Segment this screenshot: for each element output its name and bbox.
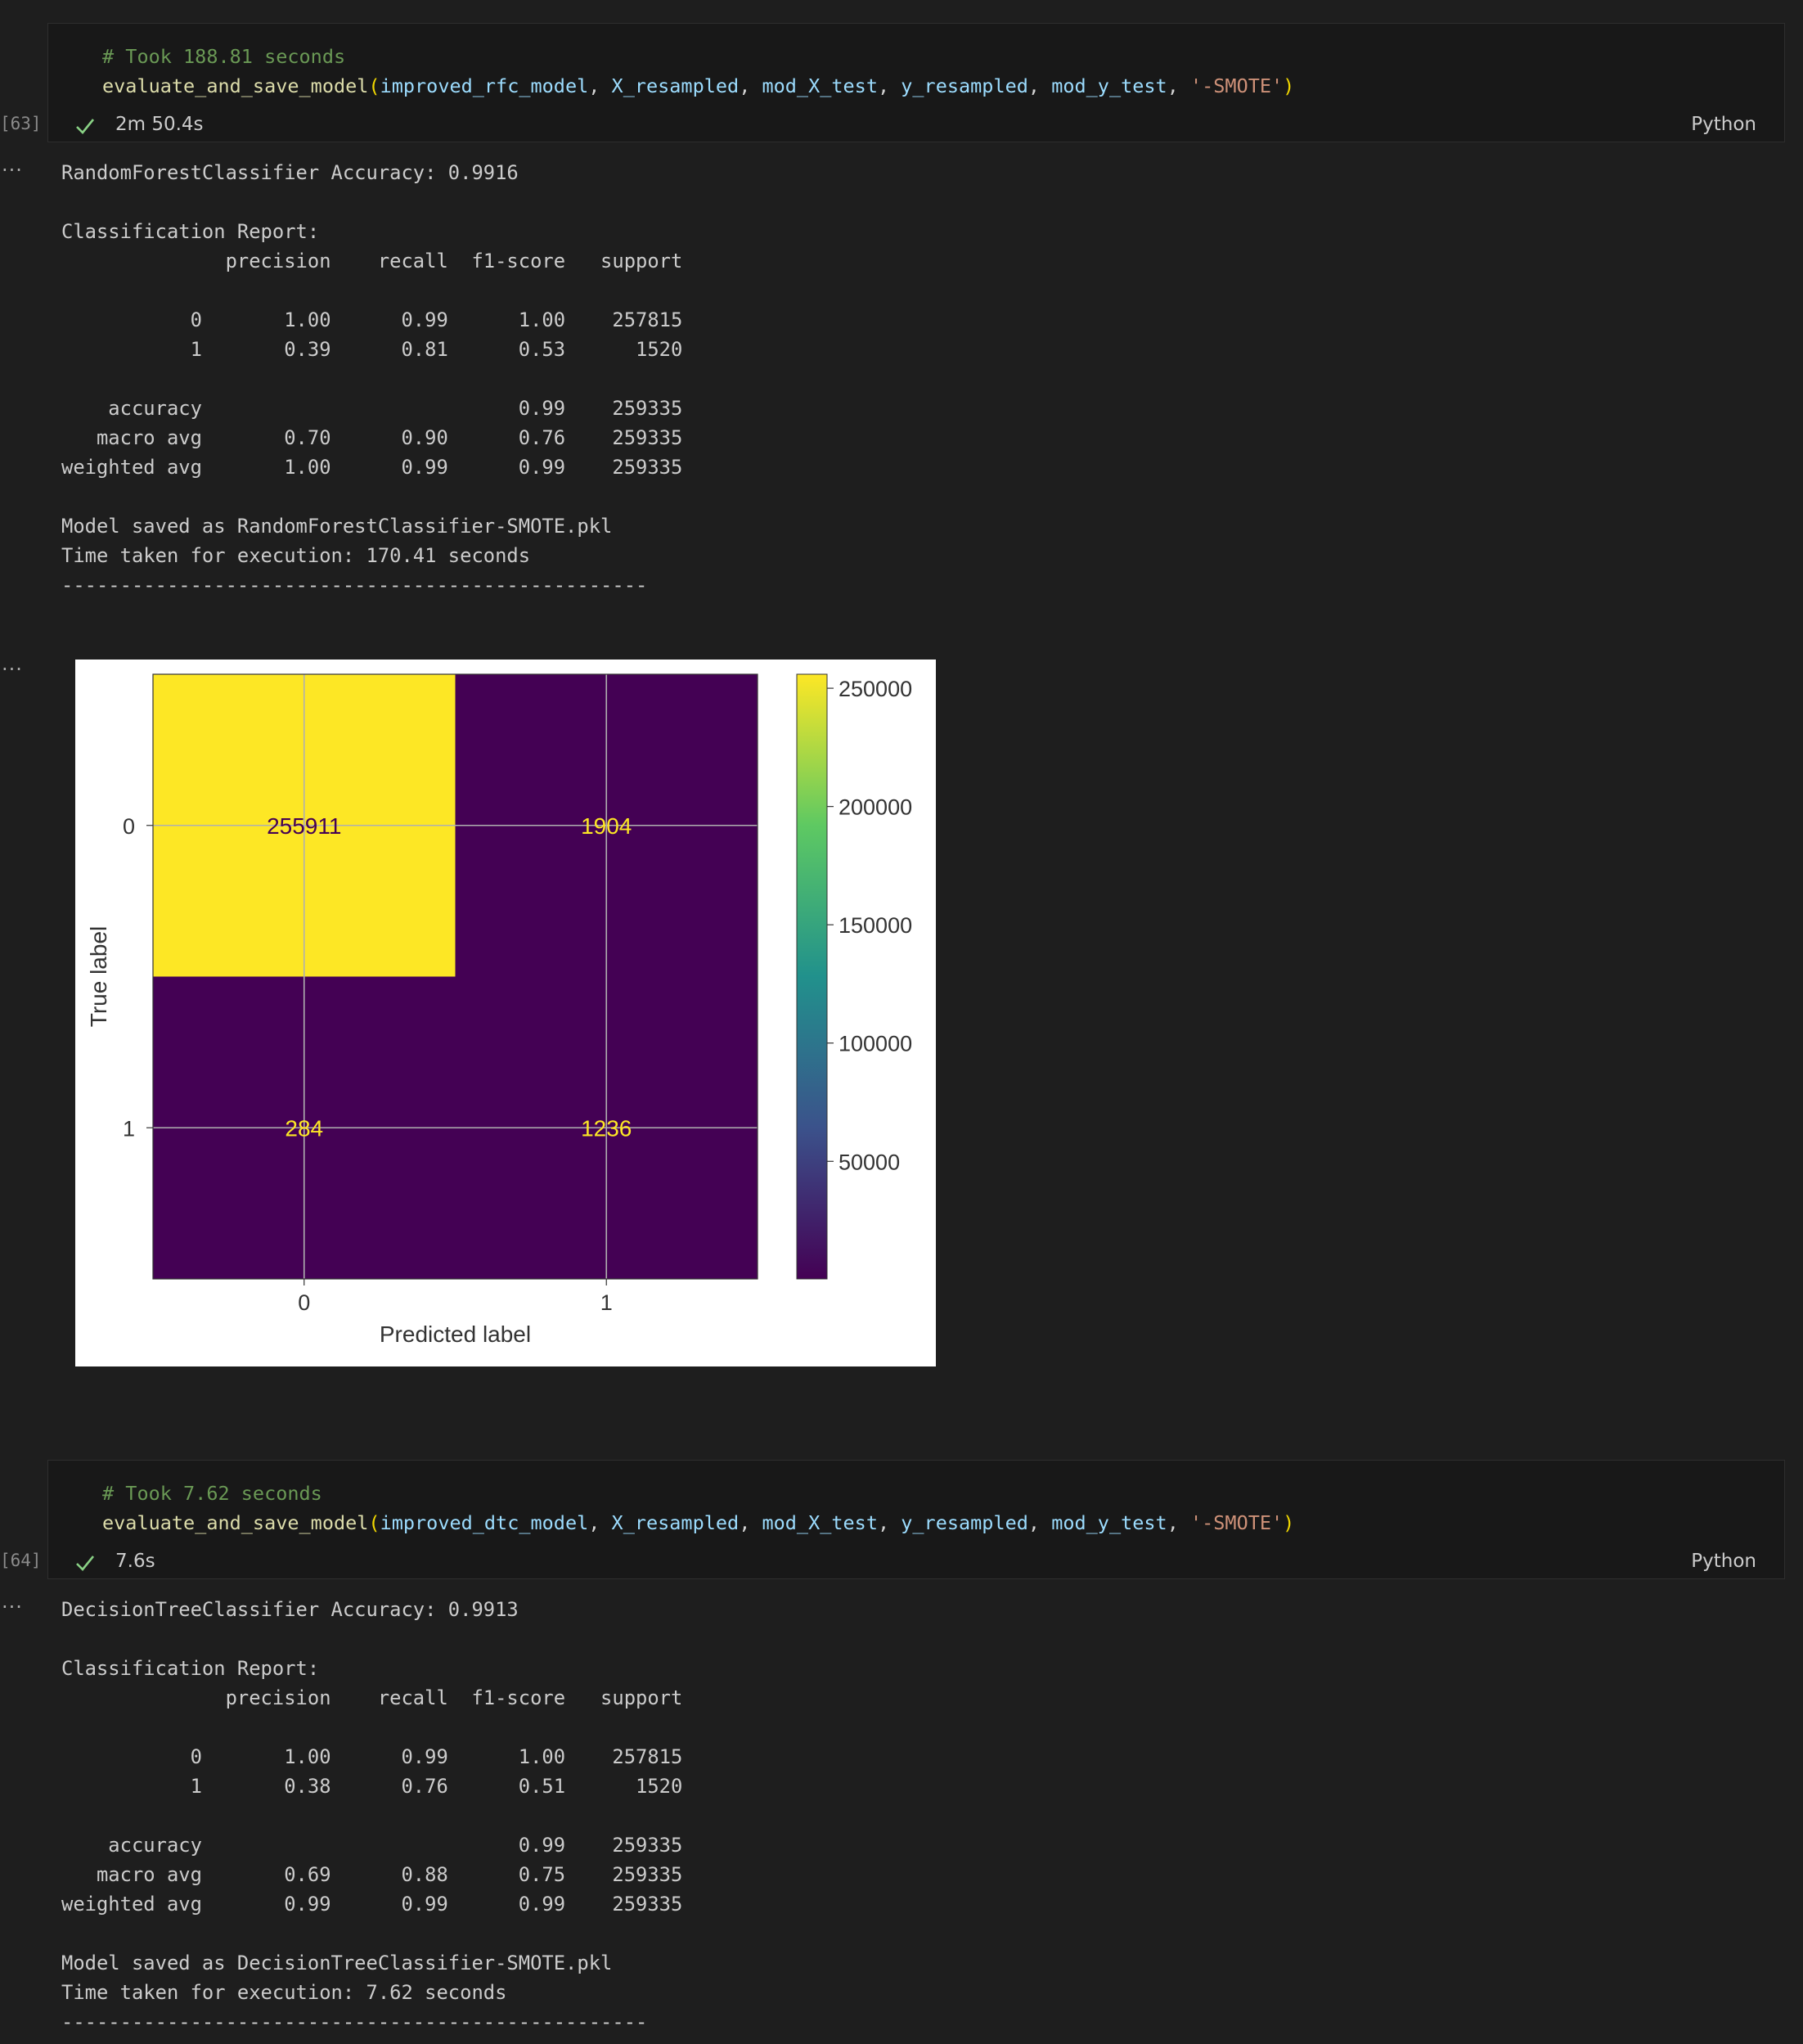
code-arg: improved_rfc_model — [380, 74, 589, 97]
code-arg: mod_y_test — [1051, 74, 1167, 97]
colorbar-tick-label: 250000 — [839, 677, 912, 701]
output-more-icon[interactable]: ··· — [2, 1596, 23, 1619]
code-cell-63[interactable]: # Took 188.81 seconds evaluate_and_save_… — [47, 23, 1785, 142]
open-paren: ( — [368, 1511, 380, 1534]
check-icon — [74, 1552, 96, 1574]
function-name: evaluate_and_save_model — [102, 1511, 369, 1534]
code-arg: X_resampled — [611, 74, 740, 97]
confusion-matrix-figure: 255911 1904 284 1236 0 1 0 1 Predicted label Tru… — [75, 660, 936, 1366]
code-arg: X_resampled — [611, 1511, 740, 1534]
confusion-matrix-chart: 255911 1904 284 1236 0 1 0 1 Predicted label Tru… — [86, 673, 912, 1347]
y-tick-label: 0 — [123, 814, 135, 839]
language-selector[interactable]: Python — [1691, 1551, 1756, 1572]
code-cell-64[interactable]: # Took 7.62 seconds evaluate_and_save_mo… — [47, 1460, 1785, 1579]
colorbar-tick-label: 50000 — [839, 1150, 900, 1174]
y-tick-label: 1 — [123, 1116, 135, 1141]
code-arg: mod_X_test — [762, 1511, 878, 1534]
x-tick-label: 1 — [600, 1290, 613, 1315]
code-arg: y_resampled — [901, 1511, 1028, 1534]
code-comment: # Took 7.62 seconds — [102, 1482, 322, 1505]
cell-value-label: 1904 — [581, 813, 632, 839]
cell-output-text: DecisionTreeClassifier Accuracy: 0.9913 … — [61, 1598, 683, 2033]
execution-duration: 2m 50.4s — [115, 114, 204, 135]
execution-count: [63] — [0, 114, 42, 133]
y-axis-label: True label — [86, 926, 111, 1027]
language-selector[interactable]: Python — [1691, 114, 1756, 135]
output-more-icon[interactable]: ··· — [2, 159, 23, 182]
function-name: evaluate_and_save_model — [102, 74, 369, 97]
code-line[interactable]: evaluate_and_save_model(improved_rfc_mod… — [102, 74, 1295, 97]
x-tick-label: 0 — [298, 1290, 310, 1315]
code-line[interactable]: evaluate_and_save_model(improved_dtc_mod… — [102, 1511, 1295, 1534]
colorbar-tick-label: 200000 — [839, 795, 912, 820]
colorbar-tick-label: 150000 — [839, 913, 912, 938]
code-arg: improved_dtc_model — [380, 1511, 589, 1534]
colorbar-tick-label: 100000 — [839, 1032, 912, 1056]
x-axis-label: Predicted label — [380, 1321, 531, 1347]
colorbar — [796, 673, 828, 1280]
code-arg: mod_X_test — [762, 74, 878, 97]
close-paren: ) — [1283, 74, 1295, 97]
open-paren: ( — [368, 74, 380, 97]
cell-value-label: 255911 — [267, 813, 341, 839]
code-string-arg: '-SMOTE' — [1189, 1511, 1284, 1534]
execution-count: [64] — [0, 1551, 42, 1570]
cell-output-text: RandomForestClassifier Accuracy: 0.9916 … — [61, 161, 683, 597]
cell-value-label: 1236 — [581, 1115, 632, 1141]
close-paren: ) — [1283, 1511, 1295, 1534]
code-arg: y_resampled — [901, 74, 1028, 97]
code-comment: # Took 188.81 seconds — [102, 45, 346, 68]
output-more-icon[interactable]: ··· — [2, 658, 23, 681]
execution-duration: 7.6s — [115, 1551, 155, 1572]
code-arg: mod_y_test — [1051, 1511, 1167, 1534]
cell-value-label: 284 — [285, 1115, 323, 1141]
code-string-arg: '-SMOTE' — [1189, 74, 1284, 97]
check-icon — [74, 115, 96, 137]
